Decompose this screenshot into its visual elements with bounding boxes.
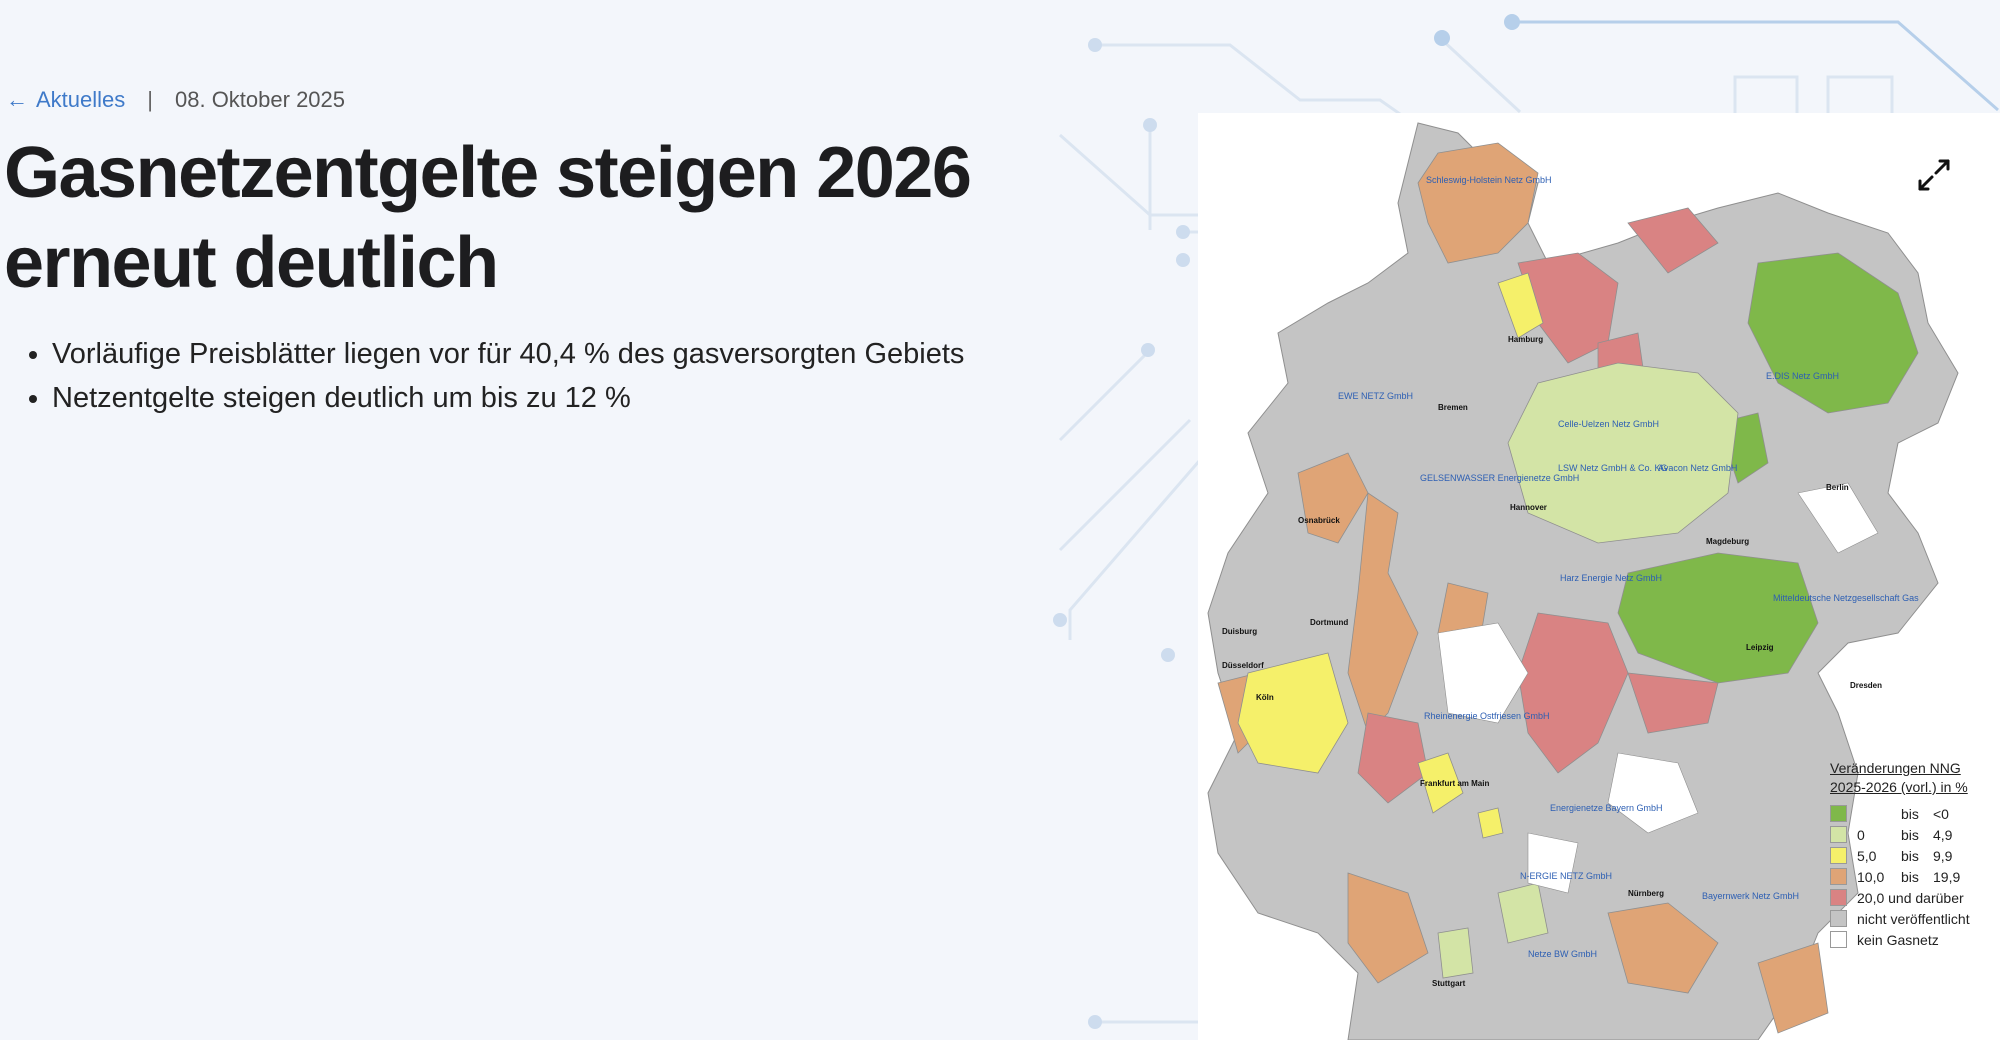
legend-to: 4,9 (1933, 826, 1953, 843)
legend-title-line: Veränderungen NNG (1830, 760, 1961, 776)
map-operator-label: Bayernwerk Netz GmbH (1702, 891, 1800, 901)
legend-from: 0 (1857, 826, 1865, 843)
map-operator-label: Celle-Uelzen Netz GmbH (1558, 419, 1660, 429)
legend-title-line: 2025-2026 (vorl.) in % (1830, 779, 1968, 795)
map-city-label: Dortmund (1310, 618, 1349, 627)
map-operator-label: E.DIS Netz GmbH (1766, 371, 1840, 381)
legend-swatch (1830, 889, 1847, 906)
map-region-green (1617, 552, 1819, 684)
legend-bis: bis (1901, 826, 1919, 843)
legend-swatch (1830, 868, 1847, 885)
map-region-orange (1297, 452, 1369, 544)
legend-from: kein Gasnetz (1857, 931, 1939, 948)
map-region-white (1437, 622, 1529, 724)
breadcrumb: ← Aktuelles | 08. Oktober 2025 (6, 85, 345, 115)
map-city-label: Osnabrück (1298, 516, 1340, 525)
legend-from: 20,0 und darüber (1857, 889, 1964, 906)
map-region-orange (1757, 942, 1829, 1034)
legend-swatch (1830, 931, 1847, 948)
map-city-label: Köln (1256, 693, 1274, 702)
legend-bis: bis (1901, 868, 1919, 885)
map-city-label: Nürnberg (1628, 889, 1664, 898)
legend-items: bis <0 0 bis 4,9 5,0 bis 9,9 10,0 bis 19,9 20,0 und… (1830, 803, 1998, 950)
legend-from: 10,0 (1857, 868, 1885, 885)
map-image[interactable]: Schleswig-Holstein Netz GmbH E.DIS Netz … (1198, 113, 2000, 1040)
legend-from: nicht veröffentlicht (1857, 910, 1970, 927)
legend-from: 5,0 (1857, 847, 1877, 864)
legend-to: 19,9 (1933, 868, 1961, 885)
legend-item: nicht veröffentlicht (1830, 908, 1998, 929)
back-link-label: Aktuelles (36, 87, 126, 112)
legend-item: 20,0 und darüber (1830, 887, 1998, 908)
publish-date: 08. Oktober 2025 (175, 87, 346, 112)
map-region-yellow (1477, 807, 1504, 839)
map-region-light-green (1497, 882, 1549, 944)
map-operator-label: Avacon Netz GmbH (1658, 463, 1738, 473)
map-region-light-green (1437, 927, 1474, 979)
map-city-label: Hamburg (1508, 335, 1544, 344)
map-operator-label: LSW Netz GmbH & Co. KG (1558, 463, 1668, 473)
map-operator-label: Harz Energie Netz GmbH (1560, 573, 1663, 583)
expand-image-button[interactable] (1914, 155, 1954, 195)
map-city-label: Stuttgart (1432, 979, 1466, 988)
map-region-yellow (1237, 652, 1349, 774)
map-region-orange (1347, 872, 1429, 984)
legend-swatch (1830, 910, 1847, 927)
map-city-label: Berlin (1826, 483, 1849, 492)
legend-item: 5,0 bis 9,9 (1830, 845, 1998, 866)
map-operator-label: Schleswig-Holstein Netz GmbH (1426, 175, 1552, 185)
breadcrumb-separator: | (147, 87, 153, 112)
map-city-label: Bremen (1438, 403, 1468, 412)
summary-item: Netzentgelte steigen deutlich um bis zu … (52, 376, 964, 420)
summary-list: Vorläufige Preisblätter liegen vor für 4… (24, 332, 964, 420)
map-operator-label: Mitteldeutsche Netzgesellschaft Gas (1773, 593, 1919, 603)
map-city-label: Dresden (1850, 681, 1883, 690)
legend-swatch (1830, 826, 1847, 843)
legend-to: <0 (1933, 805, 1949, 822)
map-operator-label: GELSENWASSER Energienetze GmbH (1420, 473, 1580, 483)
map-operator-label: Rheinenergie Ostfriesen GmbH (1424, 711, 1550, 721)
map-city-label: Duisburg (1222, 627, 1258, 636)
map-region-red (1627, 207, 1719, 274)
map-region-green (1747, 252, 1919, 414)
map-operator-label: Energienetze Bayern GmbH (1550, 803, 1663, 813)
map-region-yellow (1497, 272, 1544, 339)
page-title: Gasnetzentgelte steigen 2026 erneut deut… (4, 133, 972, 303)
map-city-label: Leipzig (1746, 643, 1774, 652)
map-region-white (1607, 752, 1699, 834)
back-link[interactable]: ← Aktuelles (6, 87, 125, 113)
map-region-yellow (1417, 752, 1464, 814)
map-operator-label: N-ERGIE NETZ GmbH (1520, 871, 1613, 881)
map-city-label: Frankfurt am Main (1420, 779, 1490, 788)
legend-swatch (1830, 805, 1847, 822)
map-operator-label: EWE NETZ GmbH (1338, 391, 1414, 401)
legend-bis: bis (1901, 847, 1919, 864)
legend-title: Veränderungen NNG 2025-2026 (vorl.) in % (1830, 759, 1998, 797)
legend-item: bis <0 (1830, 803, 1998, 824)
map-region-red (1627, 672, 1719, 734)
map-legend: Veränderungen NNG 2025-2026 (vorl.) in %… (1830, 759, 1998, 950)
legend-item: 10,0 bis 19,9 (1830, 866, 1998, 887)
map-region-white (1797, 482, 1879, 554)
legend-item: kein Gasnetz (1830, 929, 1998, 950)
map-region-orange (1417, 142, 1539, 264)
summary-item: Vorläufige Preisblätter liegen vor für 4… (52, 332, 964, 376)
map-city-label: Magdeburg (1706, 537, 1750, 546)
map-operator-label: Netze BW GmbH (1528, 949, 1598, 959)
legend-item: 0 bis 4,9 (1830, 824, 1998, 845)
legend-to: 9,9 (1933, 847, 1953, 864)
legend-bis: bis (1901, 805, 1919, 822)
map-city-label: Hannover (1510, 503, 1547, 512)
arrow-left-icon: ← (6, 87, 28, 112)
map-city-label: Düsseldorf (1222, 661, 1264, 670)
germany-gas-network-map (1207, 122, 1959, 1040)
expand-icon (1918, 159, 1950, 191)
legend-swatch (1830, 847, 1847, 864)
map-region-light-green (1507, 362, 1739, 544)
map-region-red (1357, 712, 1429, 804)
map-region-white (1527, 832, 1579, 894)
map-region-orange (1347, 492, 1419, 734)
map-region-orange (1607, 902, 1719, 994)
